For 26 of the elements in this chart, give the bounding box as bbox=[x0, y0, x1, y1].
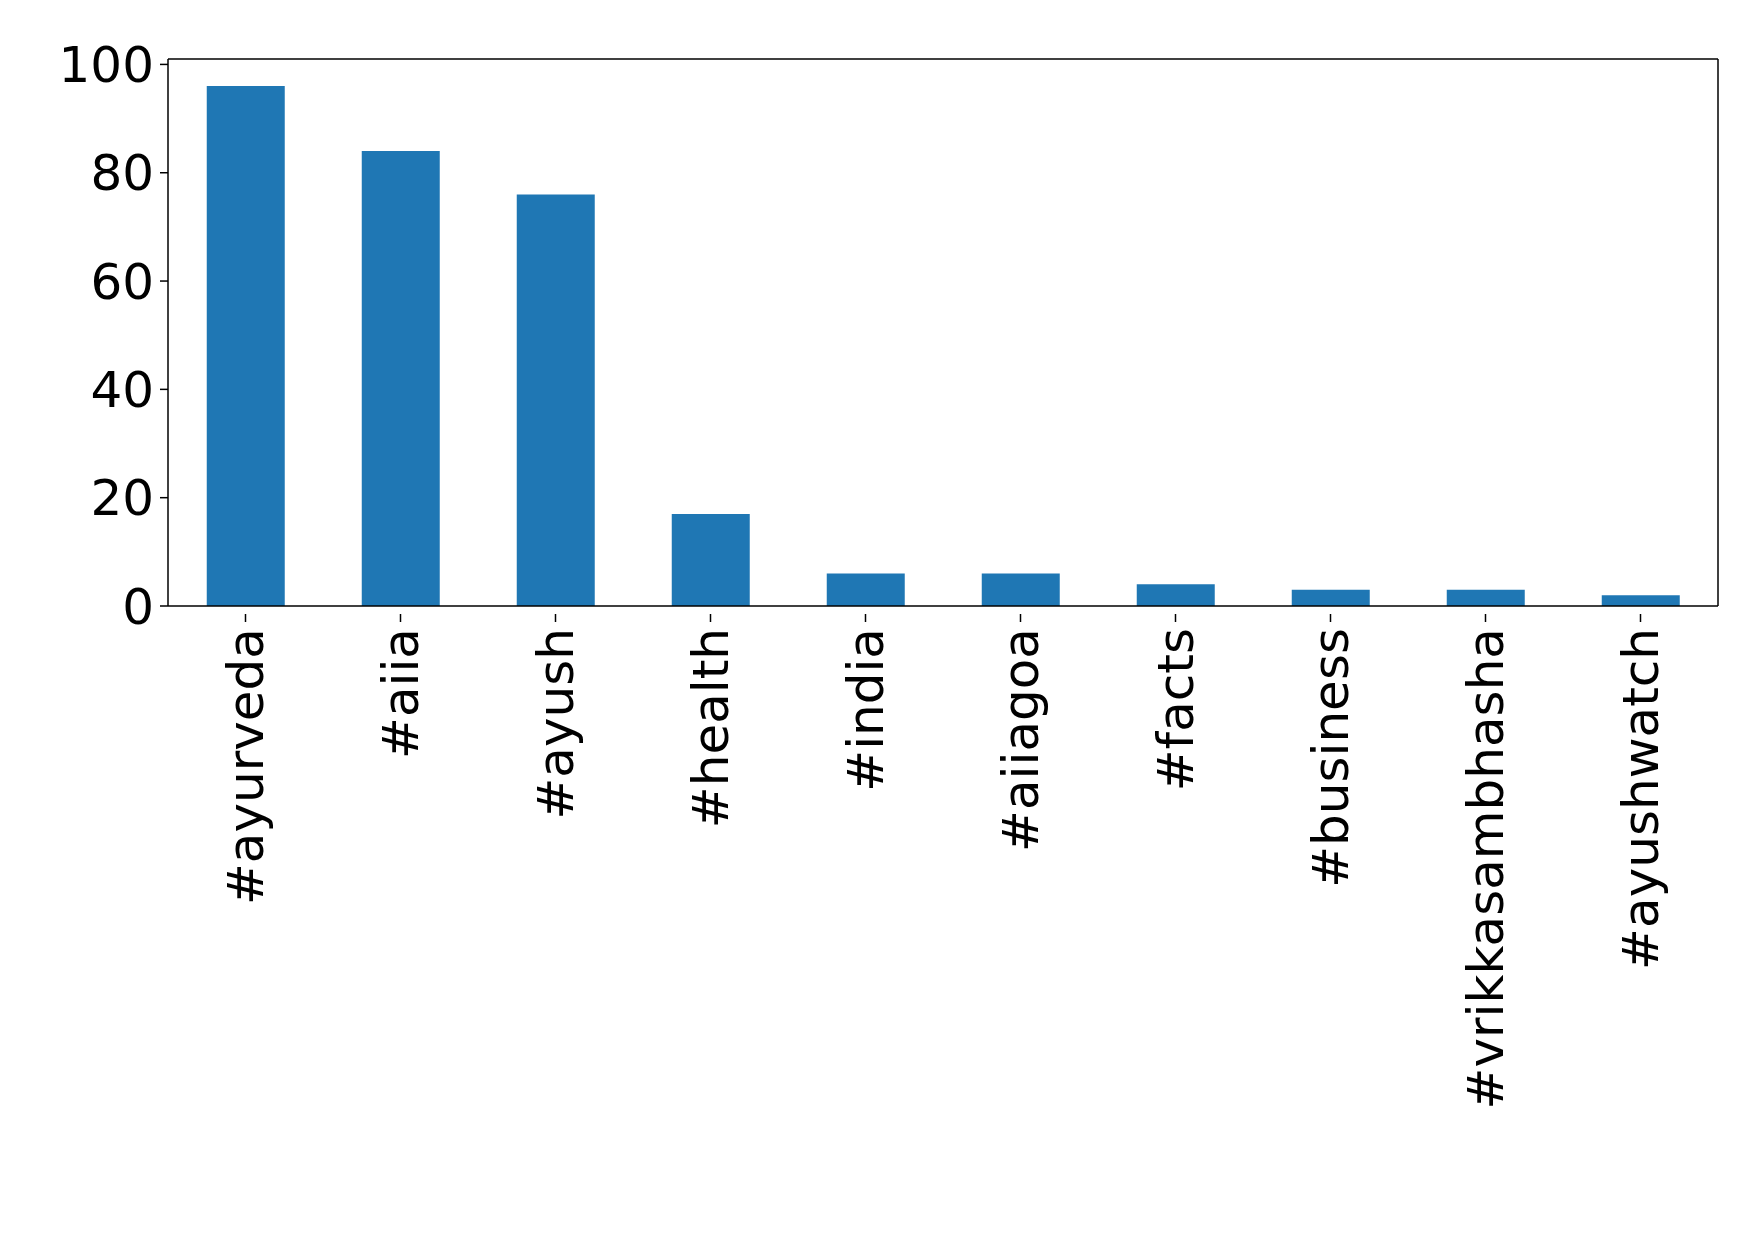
x-tick-label: #ayurveda bbox=[216, 628, 275, 906]
bar bbox=[516, 194, 595, 606]
y-tick-label: 40 bbox=[90, 361, 154, 420]
bar bbox=[1446, 589, 1525, 606]
x-tick-label: #health bbox=[681, 628, 740, 829]
x-tick-label: #ayushwatch bbox=[1611, 628, 1670, 970]
y-tick-label: 20 bbox=[90, 469, 154, 528]
bar bbox=[981, 573, 1060, 606]
bar bbox=[206, 86, 285, 606]
x-tick-label: #business bbox=[1301, 628, 1360, 888]
x-tick-label: #aiia bbox=[371, 628, 430, 759]
x-tick-label: #facts bbox=[1146, 628, 1205, 792]
bar bbox=[826, 573, 905, 606]
y-tick-label: 60 bbox=[90, 252, 154, 311]
x-tick-label: #ayush bbox=[526, 628, 585, 820]
bar bbox=[1291, 589, 1370, 606]
y-tick-label: 100 bbox=[58, 36, 154, 95]
bar bbox=[671, 513, 750, 606]
bar bbox=[1601, 595, 1680, 606]
y-tick-label: 0 bbox=[122, 577, 154, 636]
bar bbox=[361, 151, 440, 606]
bar bbox=[1136, 584, 1215, 606]
x-tick-label: #vrikkasambhasha bbox=[1456, 628, 1515, 1110]
x-tick-label: #aiiagoa bbox=[991, 628, 1050, 852]
x-tick-label: #india bbox=[836, 628, 895, 792]
y-tick-label: 80 bbox=[90, 144, 154, 203]
